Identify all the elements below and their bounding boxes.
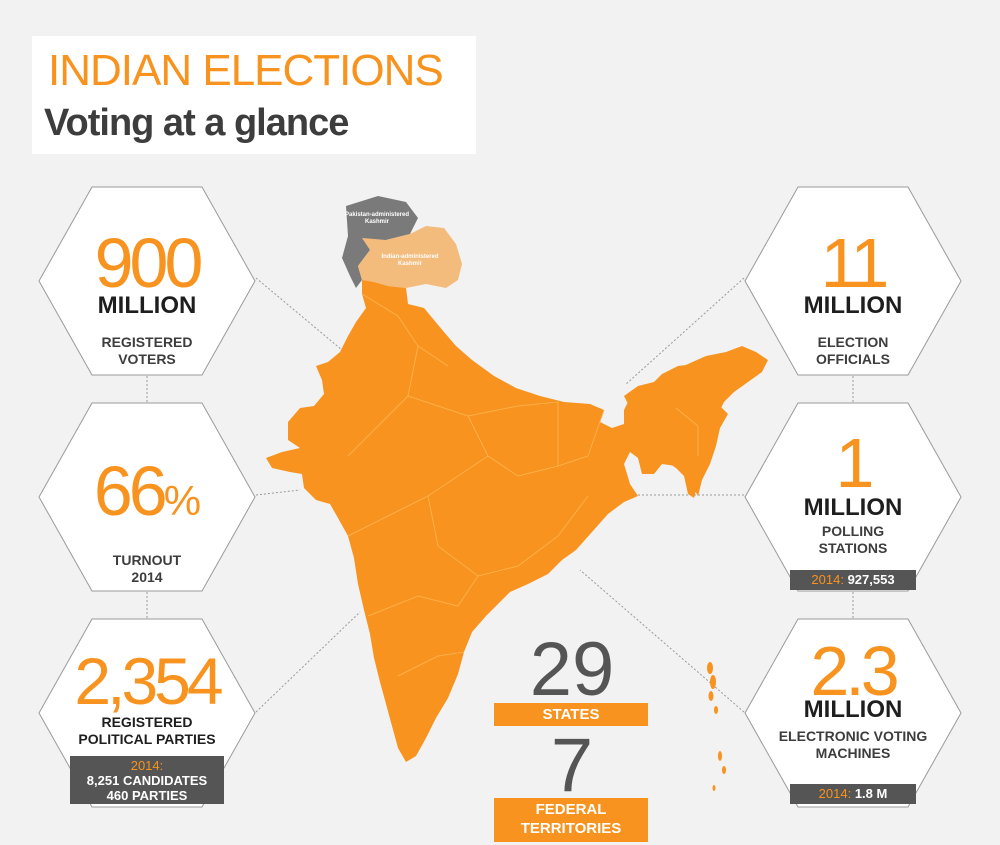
parties-note-year: 2014: xyxy=(130,758,164,773)
officials-number: 11 xyxy=(820,224,890,302)
states-number: 29 xyxy=(529,627,615,712)
page-title: INDIAN ELECTIONS xyxy=(48,46,444,95)
officials-hexagon: 11 MILLION ELECTION OFFICIALS xyxy=(744,186,962,376)
voters-hexagon: 900 MILLION REGISTERED VOTERS xyxy=(38,186,256,376)
territories-label-1: FEDERAL xyxy=(535,801,607,818)
polling-label-2: STATIONS xyxy=(818,540,888,556)
evm-note-year: 2014: xyxy=(818,786,852,801)
territories-label: FEDERAL TERRITORIES xyxy=(494,798,648,842)
india-map xyxy=(266,196,768,791)
turnout-number: 66% xyxy=(93,452,201,530)
indian-kashmir-region xyxy=(358,226,462,288)
voters-unit: MILLION xyxy=(97,292,197,319)
parties-label-1: REGISTERED xyxy=(101,714,193,730)
page-subtitle: Voting at a glance xyxy=(44,102,349,144)
polling-hexagon: 1 MILLION POLLING STATIONS 2014: 927,553 xyxy=(744,402,962,592)
parties-note-candidates: 8,251 CANDIDATES xyxy=(86,773,208,788)
voters-label-2: VOTERS xyxy=(118,351,176,367)
title-box: INDIAN ELECTIONS Voting at a glance xyxy=(32,36,476,154)
polling-number: 1 xyxy=(835,424,875,502)
india-mainland xyxy=(266,280,728,762)
officials-label-2: OFFICIALS xyxy=(816,351,890,367)
india-northeast xyxy=(624,346,768,498)
polling-label-1: POLLING xyxy=(821,523,885,539)
evm-hexagon: 2.3 MILLION ELECTRONIC VOTING MACHINES 2… xyxy=(744,618,962,808)
evm-number: 2.3 xyxy=(810,632,899,710)
pakistan-kashmir-label: Pakistan-administered Kashmir xyxy=(344,212,410,225)
voters-number: 900 xyxy=(94,224,204,302)
territories-number: 7 xyxy=(550,723,594,808)
turnout-label-1: TURNOUT xyxy=(112,552,182,568)
officials-unit: MILLION xyxy=(803,292,903,319)
territories-label-2: TERRITORIES xyxy=(520,820,622,837)
polling-note-value: 927,553 xyxy=(847,572,895,587)
evm-label-2: MACHINES xyxy=(815,745,891,761)
parties-hexagon: 2,354 REGISTERED POLITICAL PARTIES 2014:… xyxy=(38,618,256,808)
officials-label-1: ELECTION xyxy=(817,334,889,350)
parties-label-2: POLITICAL PARTIES xyxy=(78,731,216,747)
turnout-label-2: 2014 xyxy=(131,569,163,585)
evm-unit: MILLION xyxy=(803,696,903,723)
polling-unit: MILLION xyxy=(803,494,903,521)
parties-number: 2,354 xyxy=(74,644,223,718)
evm-note: 2014: 1.8 M xyxy=(790,784,916,804)
states-label: STATES xyxy=(494,703,648,726)
polling-note-year: 2014: xyxy=(811,572,844,587)
parties-note-parties: 460 PARTIES xyxy=(106,788,188,803)
evm-label-1: ELECTRONIC VOTING xyxy=(778,728,928,744)
evm-note-value: 1.8 M xyxy=(854,786,888,801)
parties-note: 2014: 8,251 CANDIDATES 460 PARTIES xyxy=(70,756,224,804)
turnout-hexagon: 66% TURNOUT 2014 xyxy=(38,402,256,592)
indian-kashmir-label: Indian-administered Kashmir xyxy=(381,254,439,267)
voters-label-1: REGISTERED xyxy=(101,334,193,350)
polling-note: 2014: 927,553 xyxy=(790,570,916,590)
